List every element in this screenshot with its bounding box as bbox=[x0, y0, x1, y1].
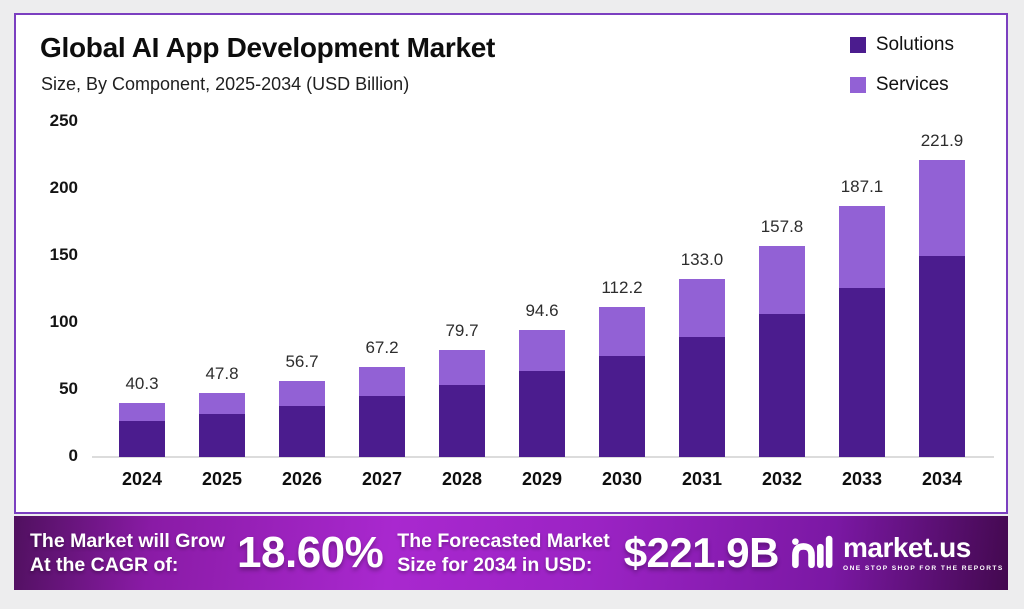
x-label-2027: 2027 bbox=[361, 469, 403, 489]
bar-2033 bbox=[839, 206, 885, 457]
marketus-logo: market.us ONE STOP SHOP FOR THE REPORTS bbox=[791, 534, 1004, 572]
bar-2024-services bbox=[119, 403, 165, 421]
legend: Solutions Services bbox=[849, 34, 954, 96]
forecast-value: $221.9B bbox=[623, 529, 780, 576]
x-axis-line bbox=[92, 456, 994, 458]
bar-2030 bbox=[599, 306, 645, 457]
legend-item-solutions: Solutions bbox=[849, 34, 954, 56]
cagr-caption: The Market will Grow At the CAGR of: bbox=[30, 529, 225, 578]
plot-area: 40.3 2024 47.8 2025 56.7 2026 67.2 2027 79.7 2028… bbox=[92, 122, 994, 489]
bar-label-2025: 47.8 bbox=[205, 363, 239, 383]
bar-2032-solutions bbox=[759, 314, 805, 457]
y-tick-50: 50 bbox=[59, 379, 78, 398]
bar-2025-services bbox=[199, 392, 245, 414]
logo-tagline: ONE STOP SHOP FOR THE REPORTS bbox=[842, 565, 1004, 572]
x-label-2033: 2033 bbox=[841, 469, 883, 489]
chart-panel: Global AI App Development Market Size, B… bbox=[14, 13, 1008, 514]
x-label-2028: 2028 bbox=[441, 469, 483, 489]
bar-2029-solutions bbox=[519, 371, 565, 457]
forecast-caption: The Forecasted Market Size for 2034 in U… bbox=[397, 529, 609, 578]
x-label-2030: 2030 bbox=[601, 469, 643, 489]
y-tick-0: 0 bbox=[68, 446, 78, 465]
bar-2029 bbox=[519, 330, 565, 457]
bar-2034-solutions bbox=[919, 256, 965, 457]
bar-2029-services bbox=[519, 330, 565, 372]
y-axis: 0 50 100 150 200 250 bbox=[16, 111, 78, 465]
bar-label-2029: 94.6 bbox=[525, 301, 559, 321]
bar-2027-solutions bbox=[359, 396, 405, 457]
x-label-2032: 2032 bbox=[761, 469, 803, 489]
bottom-banner: The Market will Grow At the CAGR of: 18.… bbox=[14, 516, 1008, 590]
legend-item-services: Services bbox=[849, 74, 954, 96]
logo-name: market.us bbox=[842, 532, 971, 563]
chart-subtitle: Size, By Component, 2025-2034 (USD Billi… bbox=[41, 74, 410, 94]
x-label-2024: 2024 bbox=[121, 469, 163, 489]
bar-2031 bbox=[679, 278, 725, 457]
bar-2024 bbox=[119, 403, 165, 457]
y-tick-150: 150 bbox=[49, 245, 78, 264]
bar-2032 bbox=[759, 245, 805, 457]
bar-2028 bbox=[439, 350, 485, 457]
x-label-2031: 2031 bbox=[681, 469, 723, 489]
bar-2026-solutions bbox=[279, 405, 325, 457]
y-tick-100: 100 bbox=[49, 312, 78, 331]
legend-swatch-solutions bbox=[849, 37, 866, 53]
legend-label: Services bbox=[875, 74, 949, 95]
bar-2033-solutions bbox=[839, 287, 885, 457]
bar-2024-solutions bbox=[119, 420, 165, 457]
bar-2028-solutions bbox=[439, 384, 485, 457]
legend-label: Solutions bbox=[875, 34, 954, 55]
bar-2030-services bbox=[599, 306, 645, 356]
x-label-2029: 2029 bbox=[521, 469, 563, 489]
bar-2033-services bbox=[839, 206, 885, 288]
legend-swatch-services bbox=[849, 77, 866, 93]
marketus-logo-text: market.us ONE STOP SHOP FOR THE REPORTS bbox=[842, 532, 1004, 573]
bar-2026-services bbox=[279, 381, 325, 406]
page-title: Global AI App Development Market bbox=[40, 32, 496, 63]
y-tick-200: 200 bbox=[49, 178, 78, 197]
marketus-logo-icon bbox=[792, 535, 833, 569]
x-label-2034: 2034 bbox=[921, 469, 963, 489]
bar-2032-services bbox=[759, 245, 805, 315]
bar-label-2033: 187.1 bbox=[840, 177, 884, 197]
bar-label-2034: 221.9 bbox=[920, 130, 964, 150]
bar-2025 bbox=[199, 392, 245, 457]
bar-label-2028: 79.7 bbox=[445, 321, 479, 341]
bar-label-2031: 133.0 bbox=[680, 249, 724, 269]
bar-label-2027: 67.2 bbox=[365, 337, 399, 357]
bar-2031-services bbox=[679, 278, 725, 337]
bar-label-2030: 112.2 bbox=[601, 277, 643, 297]
cagr-caption-line1: The Market will Grow bbox=[30, 529, 226, 552]
bar-label-2032: 157.8 bbox=[760, 216, 804, 236]
x-label-2025: 2025 bbox=[201, 469, 243, 489]
bar-label-2026: 56.7 bbox=[285, 352, 319, 372]
cagr-caption-line2: At the CAGR of: bbox=[30, 554, 179, 576]
bar-label-2024: 40.3 bbox=[125, 374, 159, 393]
bar-2028-services bbox=[439, 350, 485, 385]
y-tick-250: 250 bbox=[49, 111, 78, 130]
bar-2027 bbox=[359, 366, 405, 457]
x-label-2026: 2026 bbox=[281, 469, 323, 489]
bar-2027-services bbox=[359, 366, 405, 397]
bar-2030-solutions bbox=[599, 355, 645, 457]
bar-2034 bbox=[919, 159, 965, 457]
bar-2034-services bbox=[919, 159, 965, 257]
bar-2025-solutions bbox=[199, 413, 245, 457]
forecast-caption-line1: The Forecasted Market bbox=[397, 529, 610, 552]
forecast-caption-line2: Size for 2034 in USD: bbox=[397, 554, 593, 576]
bar-2031-solutions bbox=[679, 336, 725, 457]
bar-2026 bbox=[279, 381, 325, 457]
cagr-value: 18.60% bbox=[237, 528, 384, 577]
